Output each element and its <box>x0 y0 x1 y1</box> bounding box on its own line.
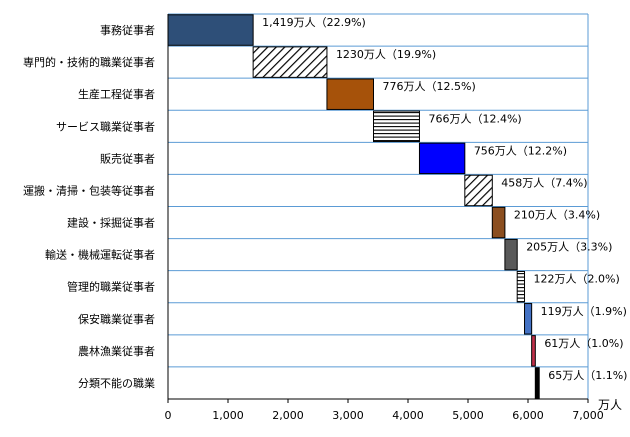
data-label: 205万人（3.3%) <box>526 241 612 254</box>
x-tick-label: 5,000 <box>452 409 484 422</box>
x-tick-label: 0 <box>165 409 172 422</box>
x-tick-labels: 0 1,000 2,000 3,000 4,000 5,000 6,000 7,000 <box>165 409 604 422</box>
category-label: 事務従事者 <box>100 23 155 37</box>
category-label: 専門的・技術的職業従事者 <box>23 55 155 69</box>
category-label: 運搬・清掃・包装等従事者 <box>23 183 155 197</box>
category-label: 販売従事者 <box>100 152 155 165</box>
data-label: 61万人（1.0%) <box>544 337 623 350</box>
data-label: 65万人（1.1%) <box>548 369 627 382</box>
category-label: 保安職業従事者 <box>78 312 155 326</box>
data-label: 1230万人（19.9%) <box>336 48 436 61</box>
bar <box>491 206 506 239</box>
bar <box>504 238 518 271</box>
category-label: 分類不能の職業 <box>78 376 155 390</box>
x-tick-label: 7,000 <box>572 409 604 422</box>
axes <box>167 14 589 403</box>
bar <box>516 270 526 303</box>
bars <box>167 14 540 399</box>
category-label: サービス職業従事者 <box>56 120 155 133</box>
bar <box>252 46 328 78</box>
category-label: 管理的職業従事者 <box>67 280 155 294</box>
category-label: 輸送・機械運転従事者 <box>45 248 155 262</box>
x-tick-label: 4,000 <box>392 409 424 422</box>
data-label: 776万人（12.5%) <box>383 80 476 93</box>
bar <box>418 142 466 175</box>
data-label: 119万人（1.9%) <box>541 305 627 318</box>
x-tick-label: 6,000 <box>512 409 544 422</box>
category-separators <box>168 13 589 399</box>
bar <box>464 174 493 207</box>
x-tick-label: 2,000 <box>272 409 304 422</box>
data-label: 1,419万人（22.9%) <box>262 16 366 29</box>
data-labels: 1,419万人（22.9%) 1230万人（19.9%) 776万人（12.5%) 7… <box>262 16 627 382</box>
bar <box>326 78 375 110</box>
bar <box>373 110 420 143</box>
bar <box>167 14 254 46</box>
x-tick-label: 1,000 <box>212 409 244 422</box>
bar <box>531 335 536 367</box>
data-label: 756万人（12.2%) <box>474 144 567 157</box>
data-label: 122万人（2.0%) <box>534 273 620 286</box>
category-labels: 事務従事者専門的・技術的職業従事者生産工程従事者サービス職業従事者販売従事者運搬… <box>23 23 155 390</box>
category-label: 農林漁業従事者 <box>78 344 155 358</box>
data-label: 210万人（3.4%) <box>514 209 600 222</box>
bar <box>524 303 533 335</box>
data-label: 458万人（7.4%) <box>501 176 587 189</box>
x-axis-unit: 万人 <box>598 398 622 412</box>
bar <box>534 367 540 399</box>
category-label: 生産工程従事者 <box>78 87 155 101</box>
category-label: 建設・採掘従事者 <box>67 216 155 230</box>
data-label: 766万人（12.4%) <box>428 112 521 125</box>
x-tick-label: 3,000 <box>332 409 364 422</box>
